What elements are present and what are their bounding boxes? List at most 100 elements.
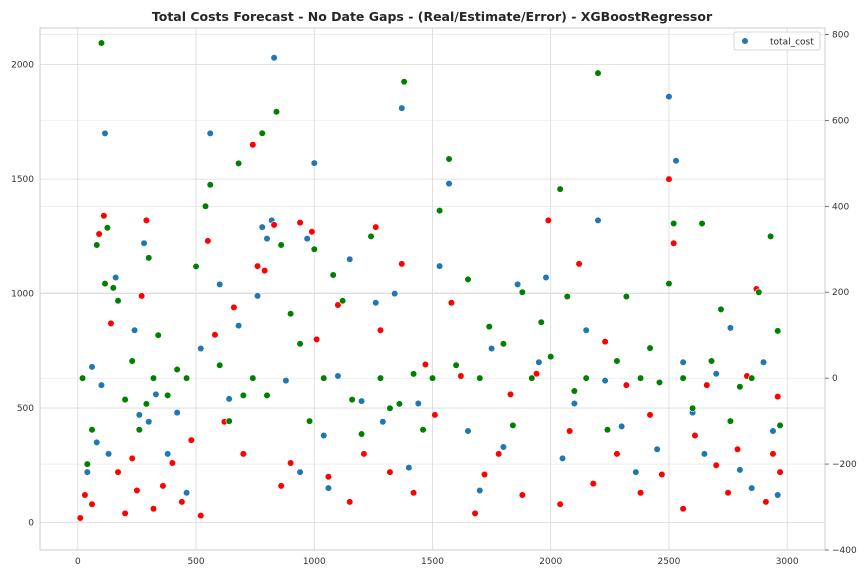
data-point (88, 426, 96, 434)
data-point (471, 509, 479, 517)
data-point (405, 463, 413, 472)
data-point (776, 421, 784, 430)
data-point (114, 297, 122, 305)
data-point (398, 104, 406, 112)
data-point (308, 228, 316, 236)
data-point (419, 426, 427, 434)
data-point (324, 484, 333, 492)
data-point (679, 358, 687, 366)
data-point (646, 344, 654, 352)
series-total_cost (83, 54, 782, 499)
data-point (717, 305, 725, 314)
data-point (386, 404, 394, 412)
x-tick-label: 3000 (776, 557, 799, 567)
data-point (499, 340, 508, 348)
data-point (464, 427, 472, 435)
y-right-tick-label: 600 (832, 116, 849, 126)
data-point (287, 459, 295, 467)
data-point (376, 374, 385, 382)
data-point (140, 239, 148, 247)
data-point (133, 486, 141, 495)
data-point (726, 324, 735, 332)
data-point (225, 395, 233, 403)
data-point (570, 387, 578, 395)
y-right-tick-label: 0 (832, 374, 838, 384)
data-point (277, 241, 285, 249)
data-point (142, 216, 150, 224)
data-point (235, 159, 243, 167)
data-point (277, 482, 285, 490)
data-point (679, 374, 687, 382)
data-point (93, 438, 101, 446)
data-point (145, 418, 153, 426)
data-point (168, 459, 177, 467)
data-point (582, 374, 590, 382)
data-point (428, 374, 437, 382)
data-point (445, 155, 453, 163)
data-point (128, 454, 136, 463)
x-tick-label: 2000 (539, 557, 562, 567)
data-point (270, 221, 278, 229)
data-point (733, 445, 742, 453)
data-point (636, 374, 645, 382)
data-point (225, 417, 233, 425)
data-point (769, 450, 777, 458)
data-point (379, 418, 387, 426)
data-point (748, 374, 756, 382)
data-point (495, 450, 503, 458)
data-point (128, 357, 136, 365)
x-axis-ticks: 0 500 1000 1500 2000 2500 3000 (75, 557, 799, 567)
data-point (622, 292, 630, 301)
series-series-1 (76, 141, 784, 522)
data-point (774, 393, 782, 401)
data-point (101, 129, 109, 137)
data-point (173, 409, 181, 417)
y-right-tick-label: 400 (832, 202, 849, 212)
data-point (488, 344, 496, 353)
data-point (594, 69, 602, 77)
data-point (372, 299, 380, 307)
data-point (509, 421, 517, 430)
data-point (263, 235, 271, 243)
data-point (665, 280, 673, 288)
data-point (391, 289, 399, 298)
data-point (613, 357, 621, 365)
data-point (506, 390, 515, 398)
plot-frame (39, 27, 826, 551)
data-point (700, 450, 709, 458)
data-point (748, 484, 756, 492)
data-point (570, 399, 578, 408)
data-point (601, 338, 609, 346)
data-point (154, 331, 162, 339)
data-point (249, 374, 257, 382)
data-point (452, 361, 460, 369)
data-point (357, 430, 366, 438)
data-point (287, 310, 295, 318)
data-point (594, 216, 602, 224)
data-point (372, 223, 380, 231)
data-point (367, 232, 375, 240)
legend-label: total_cost (770, 38, 814, 48)
y-left-tick-label: 500 (17, 404, 34, 414)
data-point (409, 370, 418, 378)
data-point (532, 370, 541, 378)
data-point (101, 280, 109, 288)
data-point (88, 500, 96, 508)
data-point (258, 223, 266, 231)
data-point (563, 292, 571, 301)
data-point (109, 284, 117, 292)
data-point (173, 365, 181, 374)
data-point (324, 473, 333, 481)
data-point (360, 450, 368, 458)
data-point (457, 372, 465, 380)
data-point (435, 262, 444, 270)
data-point (149, 505, 158, 513)
data-point (431, 411, 439, 419)
data-point (339, 297, 347, 305)
data-point (97, 39, 106, 47)
data-point (320, 431, 328, 440)
data-point (296, 468, 304, 476)
data-point (646, 411, 654, 419)
data-point (528, 374, 536, 382)
data-point (270, 54, 278, 62)
